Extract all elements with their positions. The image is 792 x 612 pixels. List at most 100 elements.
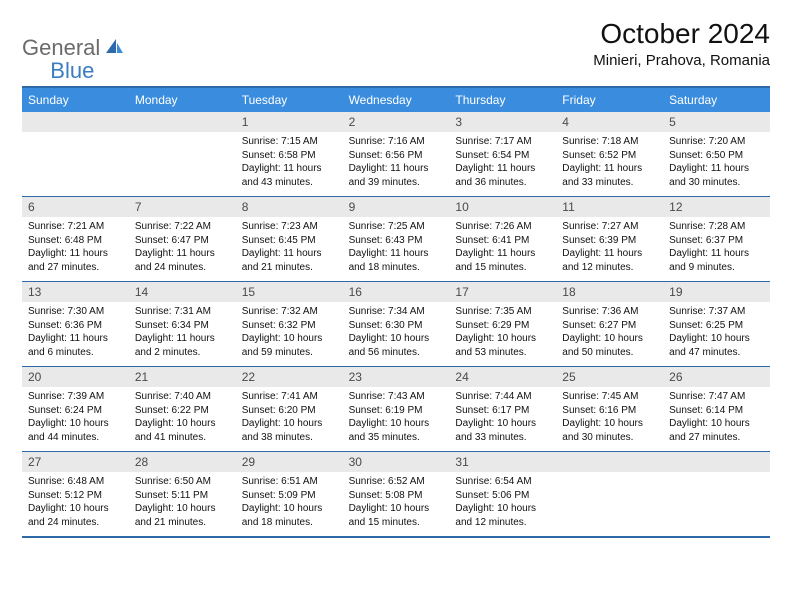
day-cell: 11Sunrise: 7:27 AMSunset: 6:39 PMDayligh… (556, 197, 663, 281)
sunset-text: Sunset: 6:58 PM (242, 149, 337, 163)
day-body: Sunrise: 7:20 AMSunset: 6:50 PMDaylight:… (663, 132, 770, 193)
day-cell: 8Sunrise: 7:23 AMSunset: 6:45 PMDaylight… (236, 197, 343, 281)
daylight-text: Daylight: 11 hours and 27 minutes. (28, 247, 123, 274)
week-row: 6Sunrise: 7:21 AMSunset: 6:48 PMDaylight… (22, 196, 770, 281)
daylight-text: Daylight: 11 hours and 24 minutes. (135, 247, 230, 274)
day-cell: 18Sunrise: 7:36 AMSunset: 6:27 PMDayligh… (556, 282, 663, 366)
day-cell: 20Sunrise: 7:39 AMSunset: 6:24 PMDayligh… (22, 367, 129, 451)
dow-monday: Monday (129, 88, 236, 112)
day-number: 12 (663, 197, 770, 217)
day-number (556, 452, 663, 472)
logo: General Blue (22, 24, 94, 72)
sunset-text: Sunset: 5:08 PM (349, 489, 444, 503)
day-body: Sunrise: 7:28 AMSunset: 6:37 PMDaylight:… (663, 217, 770, 278)
sunset-text: Sunset: 6:36 PM (28, 319, 123, 333)
day-body: Sunrise: 7:40 AMSunset: 6:22 PMDaylight:… (129, 387, 236, 448)
day-number: 13 (22, 282, 129, 302)
day-body: Sunrise: 6:52 AMSunset: 5:08 PMDaylight:… (343, 472, 450, 533)
sunset-text: Sunset: 6:20 PM (242, 404, 337, 418)
day-number: 7 (129, 197, 236, 217)
day-body: Sunrise: 7:32 AMSunset: 6:32 PMDaylight:… (236, 302, 343, 363)
sunset-text: Sunset: 5:11 PM (135, 489, 230, 503)
daylight-text: Daylight: 11 hours and 6 minutes. (28, 332, 123, 359)
day-cell: 29Sunrise: 6:51 AMSunset: 5:09 PMDayligh… (236, 452, 343, 536)
day-cell: 4Sunrise: 7:18 AMSunset: 6:52 PMDaylight… (556, 112, 663, 196)
logo-sail-icon (104, 37, 124, 60)
day-cell: 24Sunrise: 7:44 AMSunset: 6:17 PMDayligh… (449, 367, 556, 451)
day-body: Sunrise: 7:17 AMSunset: 6:54 PMDaylight:… (449, 132, 556, 193)
sunrise-text: Sunrise: 7:25 AM (349, 220, 444, 234)
sunrise-text: Sunrise: 6:51 AM (242, 475, 337, 489)
week-row: 1Sunrise: 7:15 AMSunset: 6:58 PMDaylight… (22, 112, 770, 196)
daylight-text: Daylight: 11 hours and 9 minutes. (669, 247, 764, 274)
day-body (129, 132, 236, 139)
calendar: Sunday Monday Tuesday Wednesday Thursday… (22, 86, 770, 538)
sunrise-text: Sunrise: 6:48 AM (28, 475, 123, 489)
day-number: 18 (556, 282, 663, 302)
sunset-text: Sunset: 6:52 PM (562, 149, 657, 163)
sunrise-text: Sunrise: 7:26 AM (455, 220, 550, 234)
day-cell: 6Sunrise: 7:21 AMSunset: 6:48 PMDaylight… (22, 197, 129, 281)
daylight-text: Daylight: 10 hours and 44 minutes. (28, 417, 123, 444)
day-number: 31 (449, 452, 556, 472)
day-number: 3 (449, 112, 556, 132)
sunset-text: Sunset: 6:32 PM (242, 319, 337, 333)
sunrise-text: Sunrise: 7:23 AM (242, 220, 337, 234)
sunrise-text: Sunrise: 7:43 AM (349, 390, 444, 404)
day-number: 11 (556, 197, 663, 217)
sunset-text: Sunset: 6:14 PM (669, 404, 764, 418)
sunrise-text: Sunrise: 7:35 AM (455, 305, 550, 319)
day-body: Sunrise: 7:30 AMSunset: 6:36 PMDaylight:… (22, 302, 129, 363)
sunset-text: Sunset: 6:19 PM (349, 404, 444, 418)
sunset-text: Sunset: 6:47 PM (135, 234, 230, 248)
sunrise-text: Sunrise: 7:31 AM (135, 305, 230, 319)
day-body: Sunrise: 7:45 AMSunset: 6:16 PMDaylight:… (556, 387, 663, 448)
day-body: Sunrise: 6:54 AMSunset: 5:06 PMDaylight:… (449, 472, 556, 533)
day-number: 29 (236, 452, 343, 472)
title-block: October 2024 Minieri, Prahova, Romania (593, 18, 770, 69)
day-number (663, 452, 770, 472)
day-body: Sunrise: 7:16 AMSunset: 6:56 PMDaylight:… (343, 132, 450, 193)
daylight-text: Daylight: 10 hours and 30 minutes. (562, 417, 657, 444)
sunset-text: Sunset: 5:12 PM (28, 489, 123, 503)
day-body (22, 132, 129, 139)
day-number: 8 (236, 197, 343, 217)
sunrise-text: Sunrise: 7:27 AM (562, 220, 657, 234)
sunset-text: Sunset: 6:37 PM (669, 234, 764, 248)
daylight-text: Daylight: 10 hours and 38 minutes. (242, 417, 337, 444)
day-of-week-header: Sunday Monday Tuesday Wednesday Thursday… (22, 88, 770, 112)
daylight-text: Daylight: 10 hours and 41 minutes. (135, 417, 230, 444)
day-body: Sunrise: 7:25 AMSunset: 6:43 PMDaylight:… (343, 217, 450, 278)
week-row: 13Sunrise: 7:30 AMSunset: 6:36 PMDayligh… (22, 281, 770, 366)
daylight-text: Daylight: 11 hours and 21 minutes. (242, 247, 337, 274)
sunset-text: Sunset: 6:48 PM (28, 234, 123, 248)
day-number: 27 (22, 452, 129, 472)
daylight-text: Daylight: 10 hours and 47 minutes. (669, 332, 764, 359)
day-body: Sunrise: 7:36 AMSunset: 6:27 PMDaylight:… (556, 302, 663, 363)
daylight-text: Daylight: 11 hours and 18 minutes. (349, 247, 444, 274)
sunset-text: Sunset: 6:54 PM (455, 149, 550, 163)
month-title: October 2024 (593, 18, 770, 50)
day-body: Sunrise: 6:50 AMSunset: 5:11 PMDaylight:… (129, 472, 236, 533)
sunrise-text: Sunrise: 7:39 AM (28, 390, 123, 404)
daylight-text: Daylight: 11 hours and 36 minutes. (455, 162, 550, 189)
day-body: Sunrise: 6:48 AMSunset: 5:12 PMDaylight:… (22, 472, 129, 533)
day-cell (129, 112, 236, 196)
dow-tuesday: Tuesday (236, 88, 343, 112)
day-body: Sunrise: 7:41 AMSunset: 6:20 PMDaylight:… (236, 387, 343, 448)
dow-thursday: Thursday (449, 88, 556, 112)
day-cell: 13Sunrise: 7:30 AMSunset: 6:36 PMDayligh… (22, 282, 129, 366)
day-body: Sunrise: 7:15 AMSunset: 6:58 PMDaylight:… (236, 132, 343, 193)
sunrise-text: Sunrise: 7:37 AM (669, 305, 764, 319)
day-body: Sunrise: 7:31 AMSunset: 6:34 PMDaylight:… (129, 302, 236, 363)
daylight-text: Daylight: 10 hours and 27 minutes. (669, 417, 764, 444)
sunrise-text: Sunrise: 6:52 AM (349, 475, 444, 489)
sunrise-text: Sunrise: 7:41 AM (242, 390, 337, 404)
daylight-text: Daylight: 10 hours and 24 minutes. (28, 502, 123, 529)
day-body: Sunrise: 7:27 AMSunset: 6:39 PMDaylight:… (556, 217, 663, 278)
sunrise-text: Sunrise: 6:50 AM (135, 475, 230, 489)
day-cell: 2Sunrise: 7:16 AMSunset: 6:56 PMDaylight… (343, 112, 450, 196)
sunrise-text: Sunrise: 7:45 AM (562, 390, 657, 404)
sunrise-text: Sunrise: 7:21 AM (28, 220, 123, 234)
sunrise-text: Sunrise: 7:36 AM (562, 305, 657, 319)
